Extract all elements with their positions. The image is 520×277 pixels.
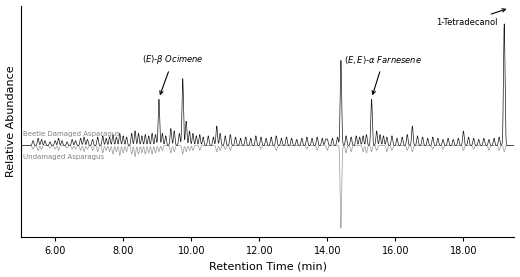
Text: Undamaged Asparagus: Undamaged Asparagus xyxy=(23,154,104,160)
Text: Beetle Damaged Asparagus: Beetle Damaged Asparagus xyxy=(23,131,120,137)
X-axis label: Retention Time (min): Retention Time (min) xyxy=(209,261,327,271)
Text: $(E,E)$-$\alpha$ Farnesene: $(E,E)$-$\alpha$ Farnesene xyxy=(344,54,422,94)
Text: 1-Tetradecanol: 1-Tetradecanol xyxy=(436,9,505,27)
Text: $(E)$-$\beta$ Ocimene: $(E)$-$\beta$ Ocimene xyxy=(142,53,204,94)
Y-axis label: Relative Abundance: Relative Abundance xyxy=(6,65,16,177)
